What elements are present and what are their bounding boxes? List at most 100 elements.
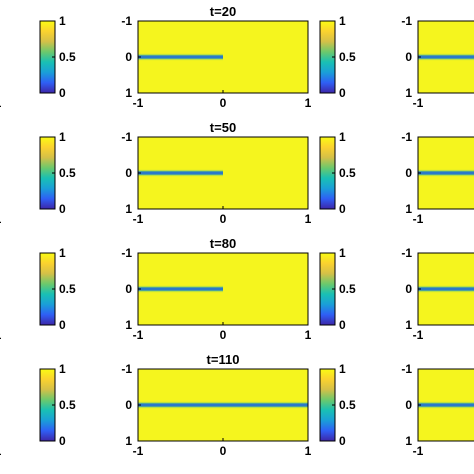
y-tick-label: 1: [405, 202, 412, 216]
x-tick-label: 1: [305, 96, 312, 110]
panel-left: -101-101: [0, 444, 2, 458]
colorbar-tick-label: 0: [339, 318, 346, 332]
colorbar-tick-label: 0: [59, 318, 66, 332]
x-tick-label: 0: [220, 96, 227, 110]
colorbar-tick-label: 1: [59, 14, 66, 28]
x-tick-label: 1: [305, 212, 312, 226]
colorbar: 10.50: [319, 246, 356, 332]
panel-left: -101-101: [0, 328, 2, 342]
crack-line: [138, 171, 223, 175]
crack-line: [138, 403, 308, 407]
colorbar: 10.50: [39, 362, 76, 448]
colorbar-tick-label: 0.5: [59, 166, 76, 180]
panel-left: -101-101: [0, 96, 2, 110]
panel-title: t=80: [210, 236, 236, 251]
panel-middle: -1 0 1-101: [121, 246, 311, 342]
colorbar: 10.50: [39, 130, 76, 216]
colorbar: 10.50: [39, 14, 76, 100]
panel-middle: -1 0 1-101: [121, 362, 311, 458]
y-tick-label: 0: [405, 282, 412, 296]
x-tick-label: 1: [305, 444, 312, 458]
panel-title: t=50: [210, 120, 236, 135]
x-tick-label: -1: [133, 96, 144, 110]
colorbar-tick-label: 0: [59, 86, 66, 100]
colorbar-tick-label: 0: [59, 434, 66, 448]
x-tick-label: 0: [220, 444, 227, 458]
y-tick-label: 0: [125, 166, 132, 180]
y-tick-label: 0: [125, 398, 132, 412]
crack-line: [418, 55, 474, 59]
y-tick-label: 0: [405, 50, 412, 64]
panel-middle: -1 0 1-101: [121, 130, 311, 226]
x-tick-label: 1: [305, 328, 312, 342]
y-tick-label: 1: [125, 86, 132, 100]
y-tick-label: 1: [125, 318, 132, 332]
colorbar-tick-label: 0.5: [59, 50, 76, 64]
colorbar-tick-label: 1: [339, 362, 346, 376]
y-tick-label: 1: [125, 202, 132, 216]
colorbar: 10.50: [319, 130, 356, 216]
crack-line: [138, 55, 223, 59]
colorbar: 10.50: [319, 14, 356, 100]
colorbar-tick-label: 0.5: [59, 282, 76, 296]
panel-left: -101-101: [0, 212, 2, 226]
colorbar-tick-label: 1: [59, 362, 66, 376]
colorbar-tick-label: 0: [339, 434, 346, 448]
y-tick-label: -1: [121, 362, 132, 376]
panel-title: t=20: [210, 4, 236, 19]
crack-line: [418, 171, 474, 175]
colorbar-tick-label: 0: [59, 202, 66, 216]
y-tick-label: 0: [125, 282, 132, 296]
x-tick-label: -1: [413, 444, 424, 458]
colorbar-tick-label: 1: [339, 246, 346, 260]
x-tick-label: -1: [413, 328, 424, 342]
x-tick-label: -1: [133, 444, 144, 458]
y-tick-label: -1: [121, 130, 132, 144]
x-tick-label: 0: [220, 212, 227, 226]
colorbar-tick-label: 1: [59, 246, 66, 260]
y-tick-label: -1: [401, 246, 412, 260]
y-tick-label: -1: [121, 14, 132, 28]
colorbar-tick-label: 0.5: [339, 50, 356, 64]
x-tick-label: 1: [0, 328, 2, 342]
y-tick-label: 0: [125, 50, 132, 64]
colorbar-tick-label: 1: [59, 130, 66, 144]
x-tick-label: -1: [133, 212, 144, 226]
panel-right: -101-101: [401, 246, 474, 342]
x-tick-label: 1: [0, 444, 2, 458]
panel-title: t=110: [207, 352, 240, 367]
y-tick-label: -1: [401, 130, 412, 144]
colorbar: 10.50: [319, 362, 356, 448]
x-tick-label: 1: [0, 96, 2, 110]
crack-line: [418, 403, 474, 407]
colorbar-tick-label: 1: [339, 14, 346, 28]
colorbar-tick-label: 0.5: [59, 398, 76, 412]
panel-right: -101-101: [401, 130, 474, 226]
panel-right: -101-101: [401, 362, 474, 458]
colorbar-tick-label: 0: [339, 86, 346, 100]
y-tick-label: 1: [405, 434, 412, 448]
colorbar-tick-label: 1: [339, 130, 346, 144]
colorbar-tick-label: 0.5: [339, 398, 356, 412]
x-tick-label: 1: [0, 212, 2, 226]
crack-line: [418, 287, 474, 291]
y-tick-label: 1: [405, 318, 412, 332]
colorbar-tick-label: 0.5: [339, 166, 356, 180]
y-tick-label: -1: [401, 362, 412, 376]
x-tick-label: -1: [413, 212, 424, 226]
crack-line: [138, 287, 223, 291]
colorbar-tick-label: 0: [339, 202, 346, 216]
colorbar: 10.50: [39, 246, 76, 332]
colorbar-tick-label: 0.5: [339, 282, 356, 296]
panel-middle: -1 0 1-101: [121, 14, 311, 110]
x-tick-label: -1: [133, 328, 144, 342]
y-tick-label: 0: [405, 166, 412, 180]
y-tick-label: -1: [121, 246, 132, 260]
panel-right: -101-101: [401, 14, 474, 110]
y-tick-label: 1: [405, 86, 412, 100]
